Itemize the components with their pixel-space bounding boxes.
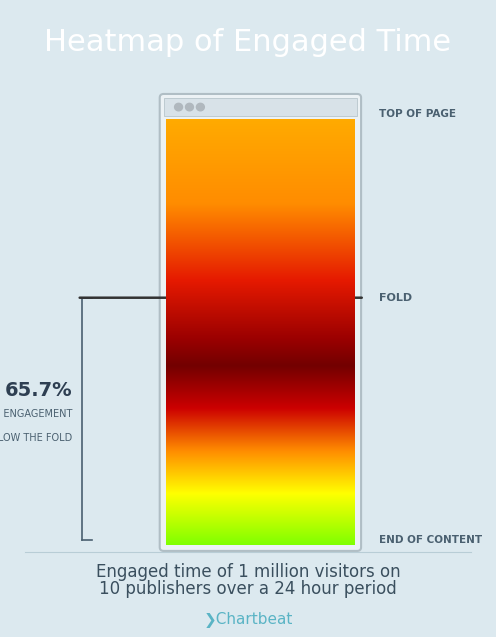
Text: TOP OF PAGE: TOP OF PAGE [379, 109, 456, 119]
Text: OF ENGAGEMENT: OF ENGAGEMENT [0, 409, 72, 419]
Text: 65.7%: 65.7% [4, 382, 72, 400]
Bar [164, 97, 357, 117]
Text: FOLD: FOLD [379, 293, 413, 303]
Text: Engaged time of 1 million visitors on: Engaged time of 1 million visitors on [96, 563, 400, 582]
Circle shape [196, 103, 204, 111]
Text: 10 publishers over a 24 hour period: 10 publishers over a 24 hour period [99, 580, 397, 598]
Text: BELOW THE FOLD: BELOW THE FOLD [0, 433, 72, 443]
FancyBboxPatch shape [160, 94, 361, 551]
Circle shape [175, 103, 183, 111]
Text: END OF CONTENT: END OF CONTENT [379, 535, 483, 545]
Text: ❯Chartbeat: ❯Chartbeat [203, 612, 293, 629]
Text: Heatmap of Engaged Time: Heatmap of Engaged Time [45, 29, 451, 57]
Circle shape [186, 103, 193, 111]
